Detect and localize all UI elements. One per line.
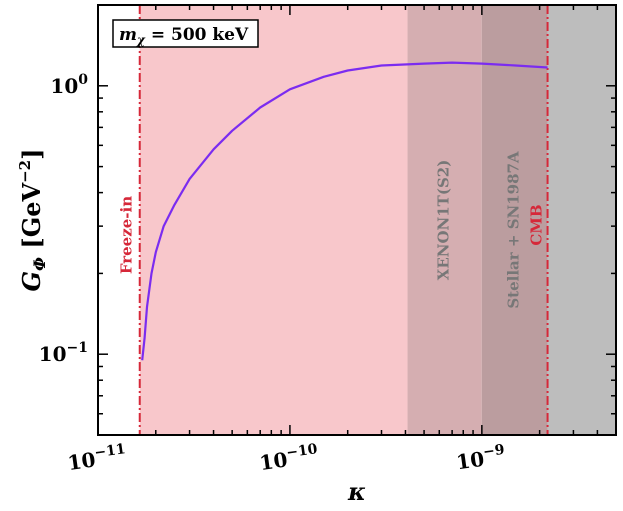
mass-subscript: χ [136,33,146,47]
svg-text:GΦ [GeV−2]: GΦ [GeV−2] [16,149,49,292]
y-axis-label-unit-close: ] [17,149,46,160]
mass-value: = 500 keV [145,25,249,45]
x-tick-label-0: 10−11 [66,441,128,475]
region-label-0: Freeze-in [118,196,136,274]
x-tick-label-2: 10−9 [455,442,507,475]
x-tick-label-1: 10−10 [258,441,320,475]
y-tick-label-0: 10−1 [39,340,88,366]
tick-labels: 10−11 10−10 10−9 10−1 100 [39,72,507,475]
region-label-3: Stellar + SN1987A [505,151,523,309]
series-line-0 [141,61,548,361]
mass-annotation-box: mχ = 500 keV [112,19,259,48]
region-labels: Freeze-in XENON1T(S2) Stellar + SN1987A CMB [118,151,546,309]
boundary-lines [138,5,549,435]
data-series [141,61,548,361]
region-band-1 [139,5,408,435]
svg-text:mχ = 500 keV: mχ = 500 keV [119,25,249,47]
region-band-3 [481,5,548,435]
axis-ticks [97,4,617,436]
region-band-4 [547,5,616,435]
excluded-regions [98,5,616,435]
x-axis-label: κ [347,477,366,506]
y-axis-label-unit: [GeV [17,183,46,249]
region-label-2: XENON1T(S2) [435,160,453,281]
region-band-2 [407,5,482,435]
y-axis-label-unit-exp: −2 [16,160,34,183]
y-tick-label-1: 100 [50,72,88,98]
y-axis-label-sub: Φ [30,257,49,271]
y-axis-label-main: G [17,271,46,292]
plot-frame [97,4,617,436]
region-band-0 [98,5,140,435]
region-label-4: CMB [528,204,546,245]
mass-symbol: m [119,25,137,45]
